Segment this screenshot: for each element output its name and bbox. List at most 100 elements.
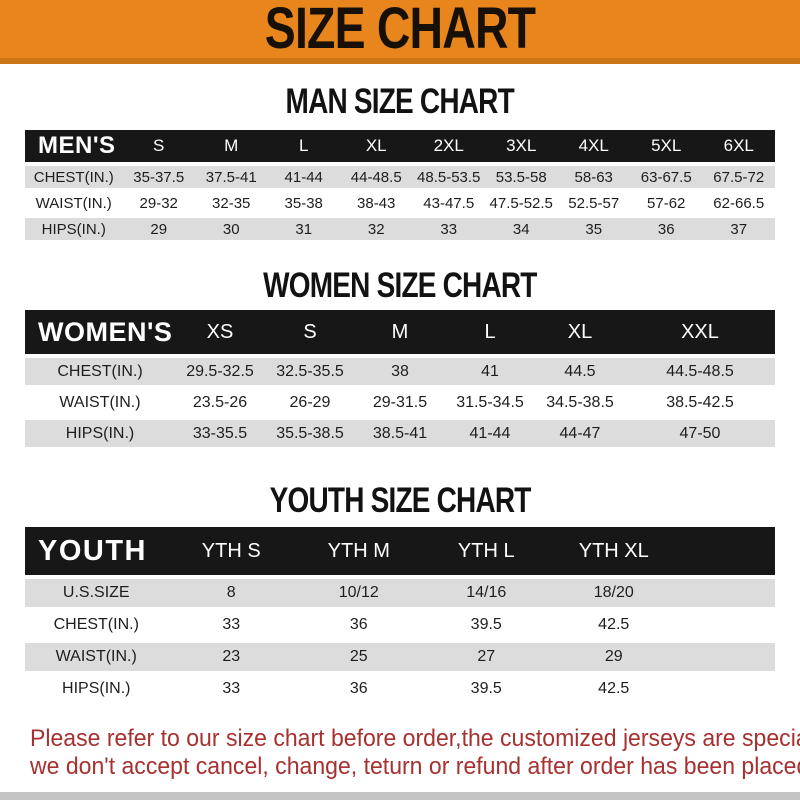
size-value-cell: 44-47 <box>535 420 625 447</box>
size-value-cell: 23.5-26 <box>175 389 265 416</box>
table-row: CHEST(IN.) 33 36 39.5 42.5 <box>25 611 775 639</box>
size-value-cell: 35-37.5 <box>122 166 195 188</box>
row-label: HIPS(IN.) <box>25 420 175 447</box>
size-value-cell: 47-50 <box>625 420 775 447</box>
size-value-cell: 36 <box>295 675 423 703</box>
size-value-cell: 14/16 <box>422 579 550 607</box>
row-label: CHEST(IN.) <box>25 358 175 385</box>
size-column-header: YTH XL <box>550 527 678 575</box>
size-value-cell: 38.5-41 <box>355 420 445 447</box>
table-row: CHEST(IN.) 29.5-32.5 32.5-35.5 38 41 44.5 44.5… <box>25 358 775 385</box>
row-label: HIPS(IN.) <box>25 675 168 703</box>
size-value-cell: 23 <box>167 643 295 671</box>
table-row: WAIST(IN.) 23 25 27 29 <box>25 643 775 671</box>
disclaimer: Please refer to our size chart before or… <box>30 725 800 781</box>
table-row: HIPS(IN.) 33 36 39.5 42.5 <box>25 675 775 703</box>
size-column-header: 4XL <box>557 130 630 162</box>
size-column-header: 2XL <box>412 130 485 162</box>
size-column-header: 5XL <box>629 130 703 162</box>
size-value-cell: 37 <box>702 218 775 240</box>
size-value-cell: 44.5 <box>535 358 625 385</box>
row-label: WAIST(IN.) <box>25 643 168 671</box>
disclaimer-line-1: Please refer to our size chart before or… <box>30 725 800 752</box>
size-value-cell: 10/12 <box>295 579 423 607</box>
size-value-cell: 29 <box>122 218 195 240</box>
size-value-cell: 39.5 <box>422 675 550 703</box>
size-value-cell: 29-31.5 <box>355 389 445 416</box>
size-value-cell: 36 <box>295 611 423 639</box>
size-value-cell: 35-38 <box>267 192 340 214</box>
table-title: MEN'S <box>25 130 123 162</box>
size-value-cell: 41 <box>445 358 535 385</box>
table-row: WAIST(IN.) 23.5-26 26-29 29-31.5 31.5-34.5 34… <box>25 389 775 416</box>
row-label: WAIST(IN.) <box>25 389 175 416</box>
size-value-cell: 29-32 <box>122 192 195 214</box>
size-value-cell: 26-29 <box>265 389 355 416</box>
size-column-header: M <box>355 310 445 354</box>
size-column-header: M <box>194 130 268 162</box>
size-value-cell: 48.5-53.5 <box>412 166 485 188</box>
table-row: U.S.SIZE 8 10/12 14/16 18/20 <box>25 579 775 607</box>
banner: SIZE CHART <box>0 0 800 64</box>
size-value-cell: 42.5 <box>550 675 678 703</box>
size-value-cell: 25 <box>295 643 423 671</box>
row-label: CHEST(IN.) <box>25 611 168 639</box>
size-value-cell: 43-47.5 <box>412 192 485 214</box>
size-column-header: XXL <box>625 310 775 354</box>
row-filler-cell <box>677 611 775 639</box>
row-filler-cell <box>677 675 775 703</box>
size-value-cell: 32-35 <box>194 192 268 214</box>
row-label: CHEST(IN.) <box>25 166 123 188</box>
size-value-cell: 34.5-38.5 <box>535 389 625 416</box>
section-heading-text: MAN SIZE CHART <box>285 82 515 121</box>
size-value-cell: 33-35.5 <box>175 420 265 447</box>
size-value-cell: 29 <box>550 643 678 671</box>
size-value-cell: 52.5-57 <box>557 192 630 214</box>
size-value-cell: 8 <box>167 579 295 607</box>
size-value-cell: 37.5-41 <box>194 166 268 188</box>
section-heading-text: YOUTH SIZE CHART <box>269 481 531 520</box>
size-value-cell: 63-67.5 <box>629 166 703 188</box>
table-title: YOUTH <box>25 527 168 575</box>
size-value-cell: 34 <box>484 218 558 240</box>
size-column-header: L <box>445 310 535 354</box>
size-column-header: L <box>267 130 340 162</box>
row-filler-cell <box>677 643 775 671</box>
size-value-cell: 41-44 <box>445 420 535 447</box>
section-man-size-chart: MAN SIZE CHART MEN'S S M L XL 2XL 3XL 4XL 5XL 6XL C… <box>0 84 800 244</box>
size-value-cell: 33 <box>167 611 295 639</box>
table-header-row: MEN'S S M L XL 2XL 3XL 4XL 5XL 6XL <box>25 130 775 162</box>
women-size-chart-table: WOMEN'S XS S M L XL XXL CHEST(IN.) 29.5-32.5 32.5… <box>25 306 775 451</box>
size-value-cell: 42.5 <box>550 611 678 639</box>
size-value-cell: 39.5 <box>422 611 550 639</box>
section-youth-size-chart: YOUTH SIZE CHART YOUTH YTH S YTH M YTH L YTH … <box>0 483 800 707</box>
table-title: WOMEN'S <box>25 310 175 354</box>
size-value-cell: 35.5-38.5 <box>265 420 355 447</box>
table-header-row: WOMEN'S XS S M L XL XXL <box>25 310 775 354</box>
size-column-header: YTH L <box>422 527 550 575</box>
size-value-cell: 32.5-35.5 <box>265 358 355 385</box>
table-row: HIPS(IN.) 33-35.5 35.5-38.5 38.5-41 41-44 44-… <box>25 420 775 447</box>
size-column-header: XL <box>535 310 625 354</box>
row-label: U.S.SIZE <box>25 579 168 607</box>
bottom-strip <box>0 792 800 800</box>
size-value-cell: 57-62 <box>629 192 703 214</box>
size-value-cell: 35 <box>557 218 630 240</box>
table-row: HIPS(IN.) 29 30 31 32 33 34 35 36 37 <box>25 218 775 240</box>
page-title: SIZE CHART <box>231 0 569 58</box>
section-heading-text: WOMEN SIZE CHART <box>263 266 537 305</box>
size-value-cell: 32 <box>339 218 413 240</box>
size-value-cell: 31 <box>267 218 340 240</box>
section-heading: WOMEN SIZE CHART <box>0 268 800 304</box>
size-value-cell: 33 <box>167 675 295 703</box>
size-value-cell: 38-43 <box>339 192 413 214</box>
size-value-cell: 38 <box>355 358 445 385</box>
size-column-header: XS <box>175 310 265 354</box>
section-heading: YOUTH SIZE CHART <box>0 483 800 519</box>
row-label: HIPS(IN.) <box>25 218 123 240</box>
size-value-cell: 44.5-48.5 <box>625 358 775 385</box>
size-value-cell: 47.5-52.5 <box>484 192 558 214</box>
size-value-cell: 29.5-32.5 <box>175 358 265 385</box>
section-women-size-chart: WOMEN SIZE CHART WOMEN'S XS S M L XL XXL CHEST(I… <box>0 268 800 451</box>
size-value-cell: 31.5-34.5 <box>445 389 535 416</box>
